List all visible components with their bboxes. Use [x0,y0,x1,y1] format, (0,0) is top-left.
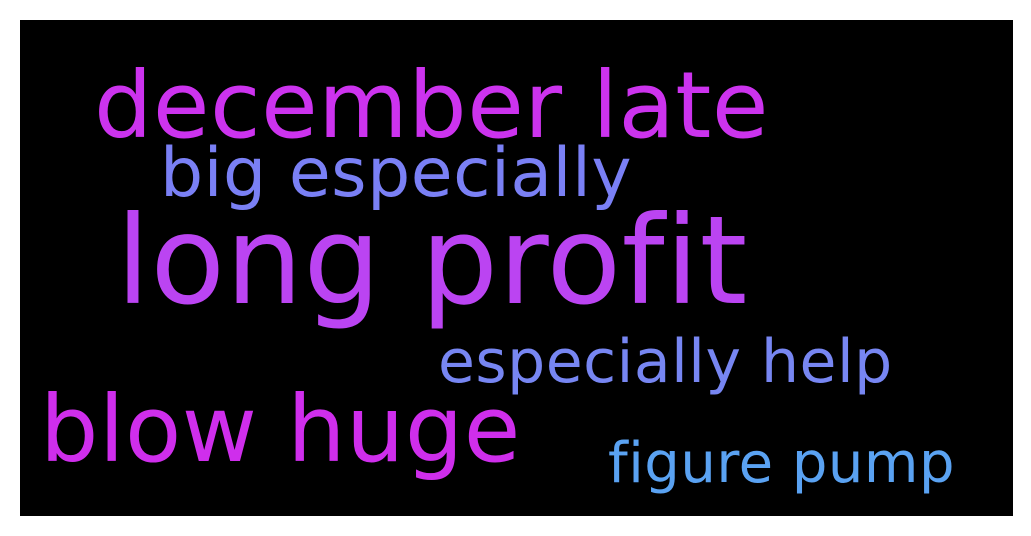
word-december-late: december late [94,52,769,159]
word-especially-help: especially help [438,327,893,397]
word-big-especially: big especially [160,134,633,213]
word-cloud-canvas: december late big especially long profit… [20,20,1013,516]
word-figure-pump: figure pump [608,431,955,496]
word-blow-huge: blow huge [40,376,521,483]
word-long-profit: long profit [116,190,748,332]
